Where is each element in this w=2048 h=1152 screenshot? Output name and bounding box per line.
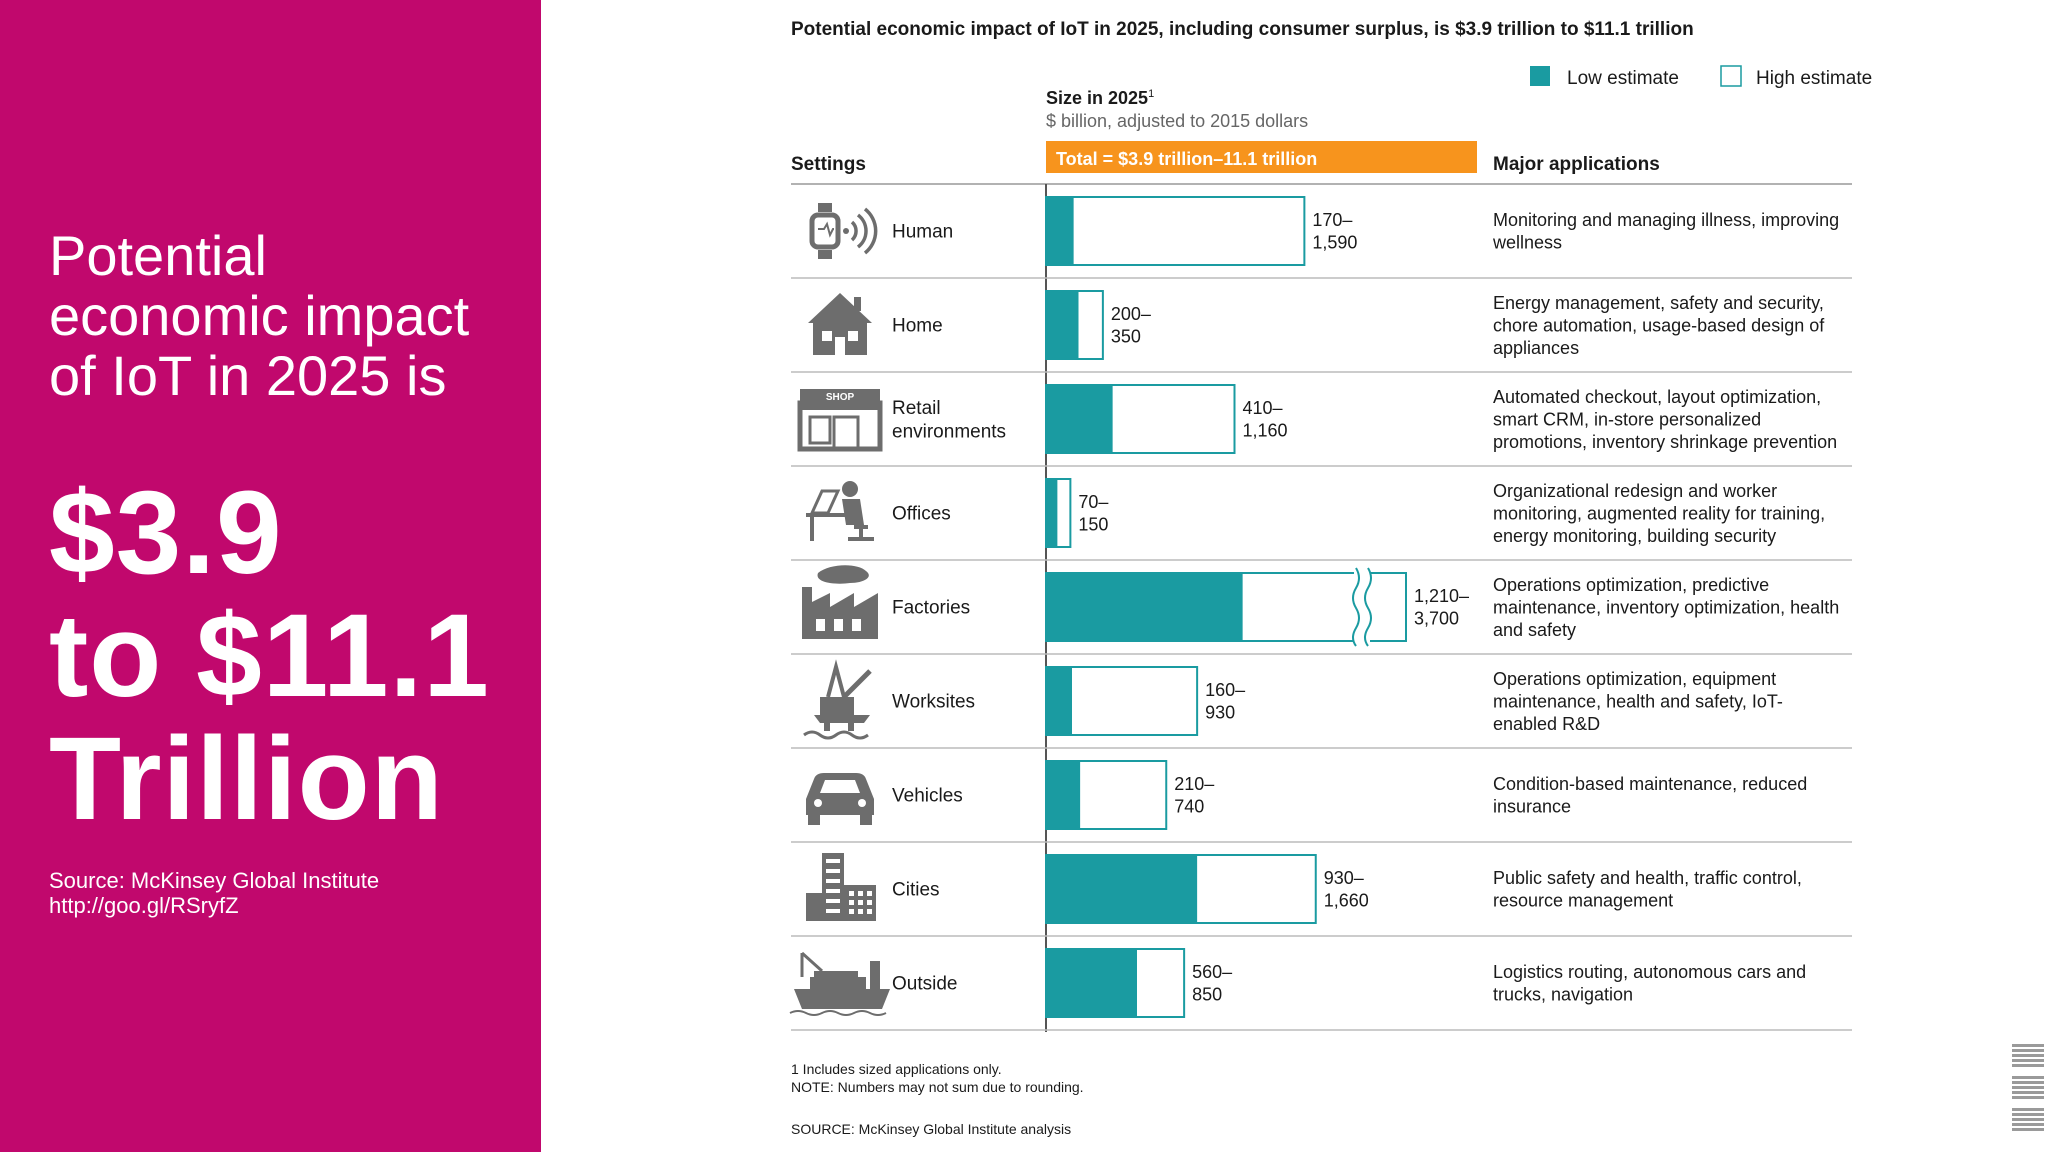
application-text: Public safety and health, traffic contro…	[1493, 868, 1802, 911]
cargo-ship-icon	[789, 951, 890, 1016]
chart-row: SHOP Retail environments 410– 1,160 Automated…	[791, 384, 1852, 467]
low-estimate-bar	[1046, 291, 1079, 359]
chart-row: Offices 70– 150 Organizational redesign and…	[791, 478, 1852, 561]
setting-label: Human	[892, 222, 953, 243]
value-label: 930– 1,660	[1324, 868, 1369, 911]
legend-swatch-low	[1530, 66, 1550, 86]
source-link[interactable]: http://goo.gl/RSryfZ	[49, 893, 239, 918]
chart-row: Vehicles 210– 740 Condition-based maintenan…	[791, 760, 1852, 843]
source-citation: Source: McKinsey Global Institute http:/…	[49, 868, 379, 918]
application-text: Monitoring and managing illness, improvi…	[1492, 210, 1839, 253]
house-icon	[808, 293, 872, 355]
value-label: 560– 850	[1192, 962, 1232, 1005]
value-label: 410– 1,160	[1243, 398, 1288, 441]
smartwatch-icon	[809, 203, 878, 259]
low-estimate-bar	[1046, 855, 1198, 923]
size-unit: $ billion, adjusted to 2015 dollars	[1046, 111, 1308, 131]
footnote-note: NOTE: Numbers may not sum due to roundin…	[791, 1079, 1084, 1095]
chart-row: Worksites 160– 930 Operations optimization,…	[791, 659, 1852, 749]
legend-label-low: Low estimate	[1567, 68, 1679, 89]
headline-line: economic impact	[49, 284, 470, 347]
applications-header: Major applications	[1493, 154, 1660, 175]
left-panel: Potential economic impact of IoT in 2025…	[0, 0, 541, 1152]
chart-row: Outside 560– 850 Logistics routing, autonom…	[789, 948, 1852, 1031]
chart-row: Factories 1,210– 3,700 Operations optimizat…	[791, 565, 1852, 655]
factory-icon	[802, 565, 878, 639]
application-text: Operations optimization, predictive maint…	[1493, 575, 1839, 640]
low-estimate-bar	[1046, 197, 1074, 265]
footnote: 1 Includes sized applications only.	[791, 1061, 1002, 1077]
application-text: Logistics routing, autonomous cars and tr…	[1493, 962, 1806, 1005]
low-estimate-bar	[1046, 761, 1081, 829]
iot-impact-chart: Potential economic impact of IoT in 2025…	[789, 19, 1872, 1137]
application-text: Condition-based maintenance, reduced insu…	[1493, 774, 1807, 817]
headline: Potential economic impact of IoT in 2025…	[49, 226, 519, 406]
low-estimate-bar	[1046, 385, 1113, 453]
shop-sign-text: SHOP	[826, 392, 855, 403]
city-buildings-icon	[806, 853, 876, 921]
low-estimate-bar	[1046, 479, 1058, 547]
low-estimate-bar	[1046, 667, 1072, 735]
source-text: Source: McKinsey Global Institute	[49, 868, 380, 893]
setting-label: Home	[892, 316, 943, 337]
value-label: 70– 150	[1078, 492, 1108, 535]
axis-break-line	[1364, 567, 1372, 647]
setting-label: Offices	[892, 504, 951, 525]
application-text: Automated checkout, layout optimization,…	[1493, 387, 1837, 452]
high-estimate-bar	[1045, 196, 1306, 266]
headline-line: Potential	[49, 224, 267, 287]
settings-header: Settings	[791, 154, 866, 175]
chart-rows: Human 170– 1,590 Monitoring and managing il…	[789, 196, 1852, 1031]
chart-row: Human 170– 1,590 Monitoring and managing il…	[791, 196, 1852, 279]
setting-label: Worksites	[892, 692, 975, 713]
axis-break	[1354, 568, 1370, 646]
shop-icon: SHOP	[797, 389, 883, 452]
value-label: 170– 1,590	[1312, 210, 1357, 253]
chart-row: Home 200– 350 Energy management, safety and…	[791, 290, 1852, 373]
chart-title: Potential economic impact of IoT in 2025…	[791, 19, 1694, 40]
car-icon	[806, 773, 874, 825]
oil-rig-icon	[803, 659, 872, 740]
application-text: Energy management, safety and security, c…	[1493, 293, 1825, 358]
size-label: Size in 20251	[1046, 88, 1154, 108]
impact-amount: $3.9 to $11.1 Trillion	[49, 472, 490, 841]
low-estimate-bar	[1046, 949, 1137, 1017]
setting-label: Retail environments	[892, 398, 1006, 443]
value-label: 1,210– 3,700	[1414, 586, 1469, 629]
office-worker-icon	[806, 481, 874, 541]
amount-line: $3.9	[49, 467, 283, 599]
setting-label: Cities	[892, 880, 940, 901]
amount-line: Trillion	[49, 713, 444, 845]
chart-row: Cities 930– 1,660 Public safety and health,…	[791, 853, 1852, 937]
application-text: Operations optimization, equipment mainte…	[1493, 669, 1783, 734]
value-label: 160– 930	[1205, 680, 1245, 723]
amount-line: to $11.1	[49, 590, 490, 722]
low-estimate-bar	[1046, 573, 1243, 641]
ibm-logo	[2012, 1044, 2044, 1131]
legend-swatch-high	[1720, 65, 1742, 87]
value-label: 210– 740	[1174, 774, 1214, 817]
source-note: SOURCE: McKinsey Global Institute analys…	[791, 1121, 1071, 1137]
axis-break-line	[1352, 567, 1360, 647]
legend-label-high: High estimate	[1756, 68, 1872, 89]
total-bar	[1046, 141, 1477, 173]
value-label: 200– 350	[1111, 304, 1151, 347]
legend: Low estimate High estimate	[1530, 65, 1872, 89]
application-text: Organizational redesign and worker monito…	[1493, 481, 1825, 546]
setting-label: Outside	[892, 974, 957, 995]
setting-label: Factories	[892, 598, 970, 619]
total-label: Total = $3.9 trillion–11.1 trillion	[1056, 149, 1317, 169]
setting-label: Vehicles	[892, 786, 963, 807]
headline-line: of IoT in 2025 is	[49, 344, 447, 407]
